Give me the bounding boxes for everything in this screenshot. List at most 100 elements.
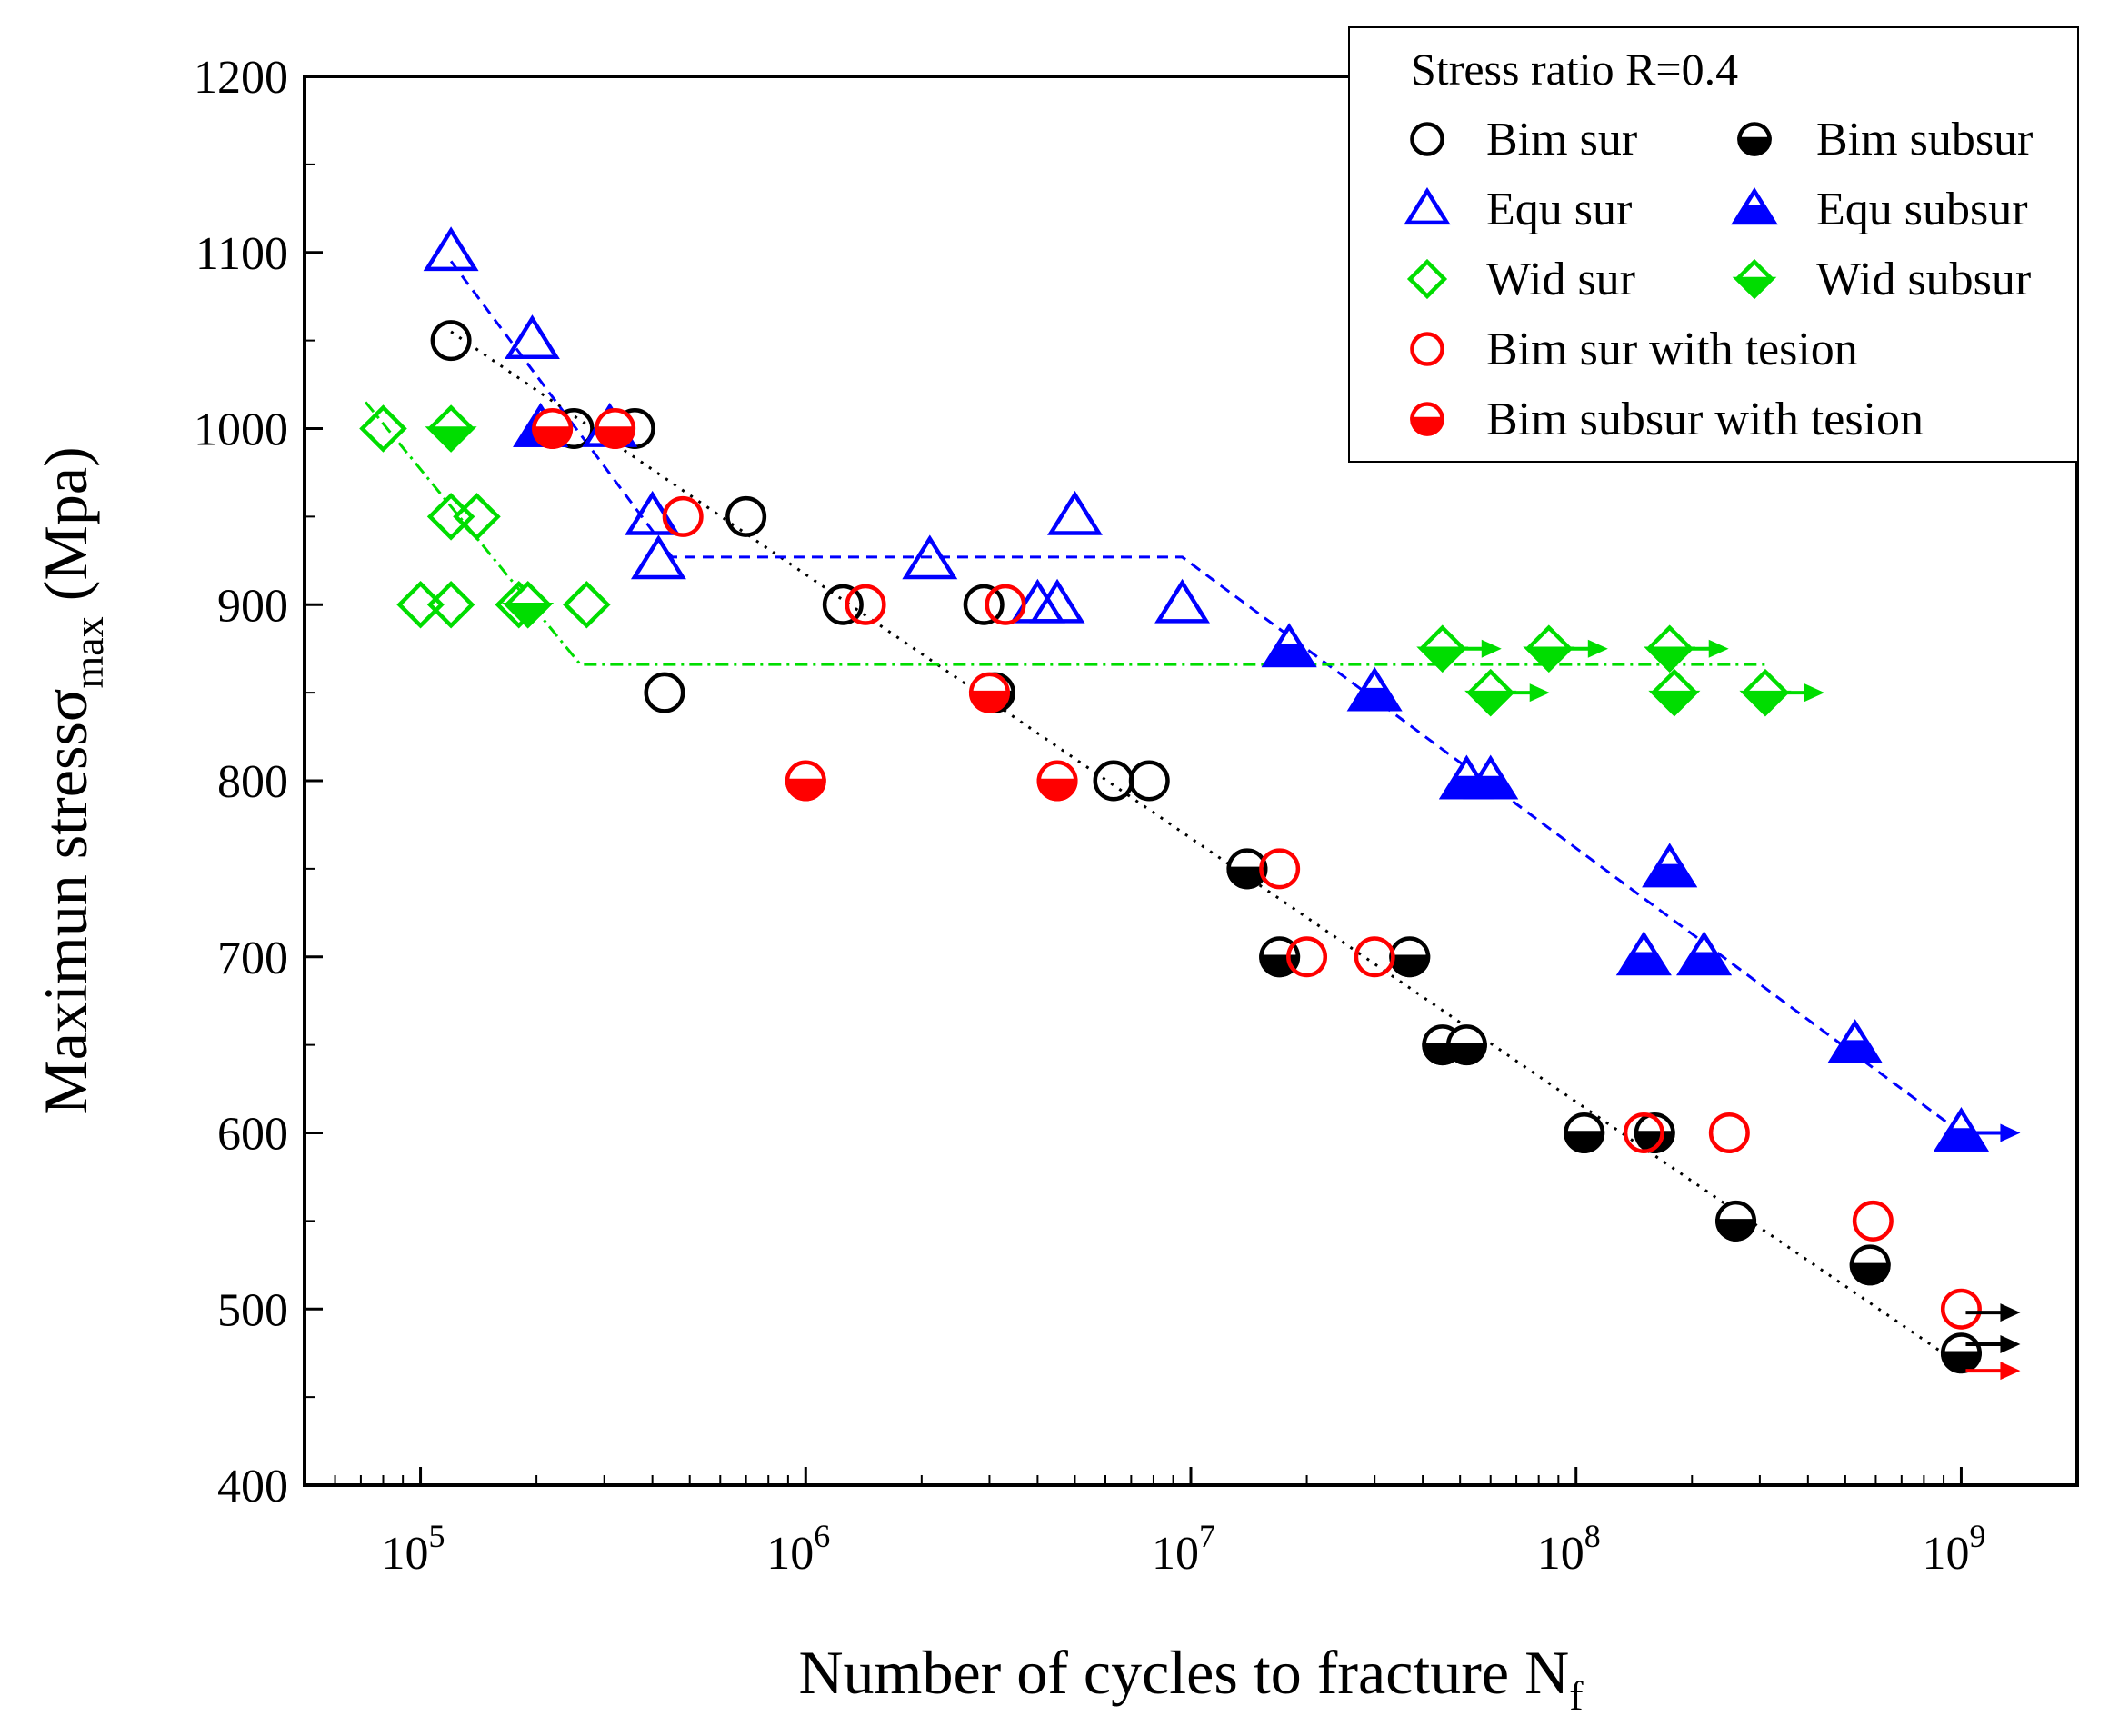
legend-marker-bim_sur_t [1410, 332, 1444, 366]
runout-arrow [1965, 1362, 2021, 1381]
equ_subsur-point [1642, 843, 1698, 888]
fit-wid [364, 401, 1765, 666]
equ_subsur-point-fill [1261, 644, 1317, 668]
equ_subsur-point-fill [1933, 1128, 1989, 1152]
wid_subsur-point [1648, 668, 1701, 717]
runout-arrow-head [2000, 1303, 2021, 1322]
wid_sur-point [426, 580, 475, 629]
wid_subsur-point [425, 404, 477, 453]
legend-title: Stress ratio R=0.4 [1411, 44, 1738, 95]
equ_sur-point [630, 534, 686, 580]
equ_subsur-point-fill [1346, 687, 1403, 712]
bim_sur_t-point [1354, 936, 1395, 978]
legend-label-wid_sur: Wid sur [1486, 254, 1635, 305]
bim_subsur_t-point-fill [785, 778, 826, 802]
runout-arrow [1553, 639, 1608, 658]
bim_subsur_t-point [595, 408, 636, 449]
bim_sur_t-point [985, 584, 1026, 625]
y-tick-label: 1200 [194, 52, 288, 104]
runout-arrow-head [1804, 683, 1824, 703]
plot-frame [303, 75, 2079, 1487]
wid_subsur-point-fill [425, 426, 477, 453]
x-tick-label: 108 [1537, 1518, 1601, 1580]
bim_subsur-point [1634, 1112, 1675, 1153]
bim_subsur-point [1940, 1332, 1982, 1374]
series-equ_sur [423, 226, 1211, 624]
runout-arrow [1446, 639, 1502, 658]
equ_sur-point [1154, 578, 1211, 624]
wid_subsur-point-fill [1464, 690, 1517, 717]
equ_subsur-point-fill [1827, 1040, 1884, 1064]
equ_subsur-point [1933, 1107, 1989, 1152]
bim_subsur-point [1849, 1244, 1891, 1286]
bim_subsur-point-fill [1634, 1131, 1675, 1153]
bim_sur_t-point [1259, 848, 1301, 890]
bim_subsur_t-point-fill [532, 426, 574, 449]
legend-marker-wid_subsur-fill [1732, 276, 1777, 300]
x-tick-label: 105 [382, 1518, 445, 1580]
runout-arrow-head [1587, 639, 1608, 658]
bim_sur_t-point [845, 584, 886, 625]
bim_subsur-point-fill [1445, 1043, 1487, 1066]
series-bim_sur [430, 320, 1170, 802]
equ_subsur-point [1261, 623, 1317, 668]
equ_sur-point [902, 534, 958, 580]
runout-arrow-head [1481, 639, 1502, 658]
y-tick-label: 1100 [195, 228, 288, 280]
y-tick-label: 400 [217, 1461, 288, 1512]
equ_subsur-point-fill [1463, 775, 1519, 800]
wid_subsur-point-fill [1739, 690, 1792, 717]
runout-arrow-head [2000, 1123, 2021, 1142]
legend-label-bim_subsur: Bim subsur [1816, 114, 2033, 165]
equ_subsur-point-fill [1642, 863, 1698, 888]
runout-arrow [1769, 683, 1824, 703]
bim_sur-point [1128, 760, 1170, 802]
y-tick-label: 700 [217, 933, 288, 984]
y-tick-label: 600 [217, 1109, 288, 1161]
runout-arrow-head [1529, 683, 1550, 703]
equ_sur-point [1029, 578, 1085, 624]
bim_sur_t-point [662, 495, 704, 537]
runout-arrow-head [2000, 1335, 2021, 1353]
y-tick-label: 900 [217, 580, 288, 632]
series-bim_subsur_t [532, 408, 1078, 802]
legend-marker-bim_subsur_t-fill [1410, 416, 1444, 436]
bim_subsur-point [1564, 1112, 1605, 1153]
wid_subsur-point-fill [502, 603, 555, 629]
equ_sur-point [504, 314, 560, 360]
y-axis-label: Maximun stressσmax (Mpa) [31, 446, 112, 1114]
equ_subsur-point [1615, 931, 1672, 976]
bim_subsur_t-point-fill [968, 690, 1010, 713]
bim_subsur-point [1389, 936, 1431, 978]
legend-marker-bim_subsur_t [1410, 402, 1444, 436]
legend-marker-wid_subsur [1732, 258, 1777, 300]
bim_sur-point [963, 584, 1005, 625]
legend-marker-bim_subsur-fill [1737, 136, 1772, 156]
runout-arrow [1965, 1335, 2021, 1353]
bim_subsur_t-point-fill [595, 426, 636, 449]
bim_subsur-point-fill [1389, 954, 1431, 978]
legend-marker-equ_sur [1404, 186, 1451, 225]
legend-label-bim_sur: Bim sur [1486, 114, 1637, 165]
legend-label-bim_sur_t: Bim sur with tesion [1486, 324, 1858, 375]
bim_subsur_t-point [968, 672, 1010, 713]
bim_subsur-point-fill [1849, 1262, 1891, 1286]
bim_sur-point [644, 672, 685, 713]
y-tick-label: 1000 [194, 404, 288, 456]
legend-marker-equ_subsur [1731, 186, 1778, 225]
y-tick-label: 800 [217, 756, 288, 808]
bim_sur_t-point [1852, 1200, 1894, 1242]
series-equ_subsur [513, 403, 1989, 1152]
equ_sur-point [1046, 490, 1103, 535]
wid_sur-point [359, 404, 407, 453]
equ_subsur-point-fill [1615, 952, 1672, 976]
equ_subsur-point [1676, 931, 1733, 976]
runout-arrow [1494, 683, 1550, 703]
runout-arrow [1965, 1303, 2021, 1322]
runout-arrow-head [1708, 639, 1729, 658]
bim_subsur_t-point-fill [1036, 778, 1078, 802]
legend-label-equ_subsur: Equ subsur [1816, 184, 2028, 235]
wid_subsur-point [1644, 624, 1696, 673]
x-axis-label: Number of cycles to fracture Nf [798, 1638, 1584, 1719]
